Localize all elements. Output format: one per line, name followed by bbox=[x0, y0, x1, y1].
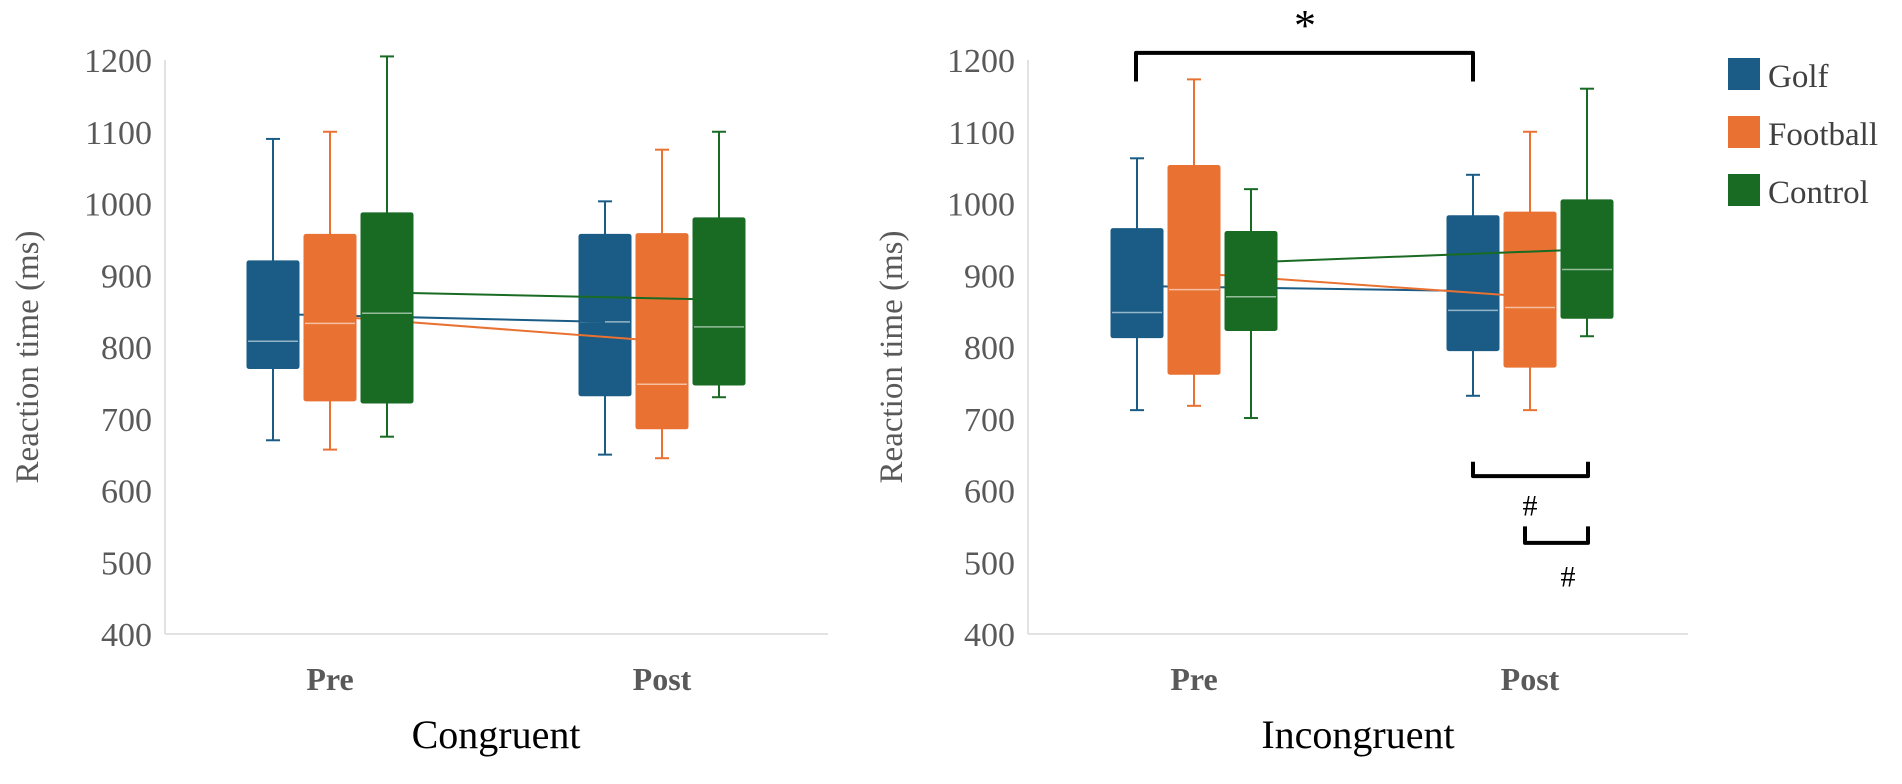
y-tick-label: 700 bbox=[101, 402, 152, 439]
control-box bbox=[1560, 199, 1614, 319]
control-mean-line bbox=[1250, 248, 1588, 264]
y-axis-label: Reaction time (ms) bbox=[874, 231, 910, 484]
x-axis-title: Incongruent bbox=[1261, 712, 1454, 757]
significance-hash: # bbox=[1523, 490, 1538, 523]
x-axis-title: Congruent bbox=[412, 712, 581, 757]
significance-hash: # bbox=[1561, 561, 1576, 594]
y-tick-label: 900 bbox=[964, 258, 1015, 295]
football-box bbox=[1167, 164, 1221, 375]
y-tick-label: 1100 bbox=[85, 115, 152, 152]
y-tick-label: 600 bbox=[964, 474, 1015, 511]
legend-label-control: Control bbox=[1768, 175, 1869, 211]
congruent-panel: 400 500 600 700 800 900 1000 1100 1200 Reaction t… bbox=[10, 43, 828, 757]
legend-swatch-football bbox=[1728, 116, 1760, 148]
control-box bbox=[692, 217, 746, 386]
category-label: Post bbox=[1501, 661, 1560, 697]
legend: Golf Football Control bbox=[1728, 58, 1878, 211]
football-box bbox=[1503, 211, 1557, 368]
y-tick-label: 800 bbox=[101, 330, 152, 367]
control-box bbox=[360, 212, 414, 404]
y-tick-label: 1100 bbox=[948, 115, 1015, 152]
significance-star: * bbox=[1294, 1, 1316, 50]
significance-bracket-hash-1 bbox=[1471, 461, 1590, 479]
y-tick-label: 500 bbox=[101, 545, 152, 582]
football-box bbox=[635, 233, 689, 430]
significance-bracket-star bbox=[1134, 50, 1475, 82]
category-label: Pre bbox=[306, 661, 353, 697]
category-label: Post bbox=[633, 661, 692, 697]
legend-label-golf: Golf bbox=[1768, 59, 1829, 95]
legend-swatch-golf bbox=[1728, 58, 1760, 90]
y-tick-label: 1200 bbox=[947, 43, 1015, 80]
y-tick-label: 700 bbox=[964, 402, 1015, 439]
category-label: Pre bbox=[1170, 661, 1217, 697]
control-mean-line bbox=[386, 291, 720, 301]
incongruent-panel: 400 500 600 700 800 900 1000 1100 1200 Reaction t… bbox=[874, 1, 1688, 757]
y-tick-label: 800 bbox=[964, 330, 1015, 367]
control-box bbox=[1224, 230, 1278, 331]
golf-box bbox=[578, 233, 632, 397]
golf-box bbox=[1446, 215, 1500, 352]
legend-swatch-control bbox=[1728, 174, 1760, 206]
y-tick-label: 1000 bbox=[947, 187, 1015, 224]
significance-bracket-hash-2 bbox=[1523, 526, 1590, 545]
y-tick-label: 600 bbox=[101, 474, 152, 511]
y-tick-label: 400 bbox=[964, 617, 1015, 654]
y-axis-label: Reaction time (ms) bbox=[10, 231, 46, 484]
y-tick-label: 1000 bbox=[84, 187, 152, 224]
legend-label-football: Football bbox=[1768, 117, 1878, 153]
y-tick-label: 900 bbox=[101, 258, 152, 295]
y-tick-label: 400 bbox=[101, 617, 152, 654]
golf-box bbox=[1110, 228, 1164, 339]
y-tick-label: 500 bbox=[964, 545, 1015, 582]
y-tick-label: 1200 bbox=[84, 43, 152, 80]
